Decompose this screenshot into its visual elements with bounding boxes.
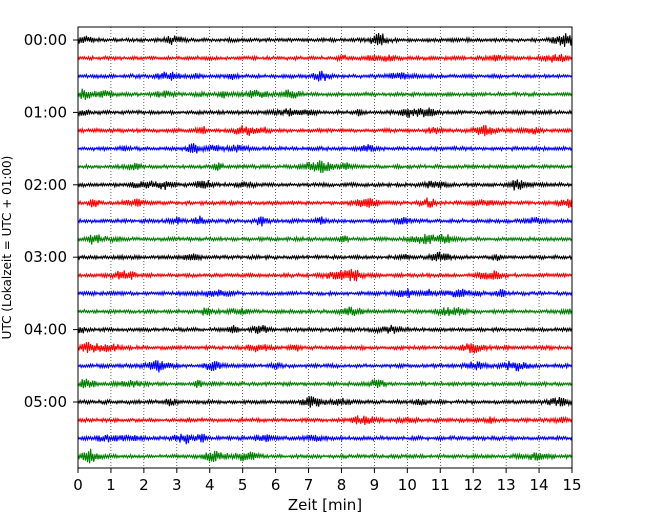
seismic-traces <box>77 32 573 464</box>
x-tick-label: 7 <box>304 476 314 494</box>
x-tick-label: 6 <box>271 476 281 494</box>
trace-0330 <box>77 288 573 298</box>
trace-0530 <box>77 433 573 445</box>
trace-0000 <box>77 32 573 47</box>
trace-0045 <box>77 88 573 100</box>
trace-0515 <box>77 415 573 425</box>
x-tick-label: 1 <box>106 476 116 494</box>
x-tick-label: 4 <box>205 476 215 494</box>
trace-0230 <box>77 215 573 227</box>
y-tick-label: 01:00 <box>24 103 67 121</box>
x-tick-label: 11 <box>431 476 450 494</box>
y-axis-ticks: 00:00 01:00 02:00 03:00 04:00 05:00 <box>24 31 78 411</box>
trace-0245 <box>77 233 573 245</box>
y-axis-label: UTC (Lokalzeit = UTC + 01:00) <box>0 156 14 340</box>
x-tick-label: 14 <box>530 476 549 494</box>
x-tick-label: 13 <box>497 476 516 494</box>
trace-0145 <box>77 160 573 174</box>
trace-0015 <box>77 53 573 63</box>
x-axis-label: Zeit [min] <box>288 496 362 514</box>
x-tick-label: 10 <box>398 476 417 494</box>
x-tick-label: 0 <box>73 476 83 494</box>
trace-0400 <box>77 324 573 335</box>
trace-0030 <box>77 70 573 82</box>
trace-0115 <box>77 125 573 137</box>
trace-0545 <box>77 448 573 464</box>
trace-0130 <box>77 143 573 154</box>
y-tick-label: 00:00 <box>24 31 67 49</box>
y-tick-label: 02:00 <box>24 176 67 194</box>
x-axis-ticks: 0 1 2 3 4 5 6 7 8 9 10 11 12 13 14 15 <box>73 468 582 494</box>
trace-0300 <box>77 251 573 262</box>
x-tick-label: 15 <box>562 476 581 494</box>
trace-0500 <box>77 396 573 408</box>
trace-0445 <box>77 378 573 389</box>
x-tick-label: 3 <box>172 476 182 494</box>
plot-frame <box>77 26 573 469</box>
x-tick-label: 8 <box>337 476 347 494</box>
trace-0430 <box>77 360 573 373</box>
x-tick-label: 9 <box>370 476 380 494</box>
y-tick-label: 04:00 <box>24 321 67 339</box>
trace-0215 <box>77 197 573 209</box>
x-tick-label: 5 <box>238 476 248 494</box>
x-tick-label: 2 <box>139 476 149 494</box>
y-tick-label: 03:00 <box>24 248 67 266</box>
trace-0200 <box>77 179 573 191</box>
x-tick-label: 12 <box>464 476 483 494</box>
trace-0315 <box>77 268 573 282</box>
trace-0345 <box>77 306 573 317</box>
y-tick-label: 05:00 <box>24 393 67 411</box>
trace-0100 <box>77 107 573 118</box>
trace-0415 <box>77 341 573 354</box>
